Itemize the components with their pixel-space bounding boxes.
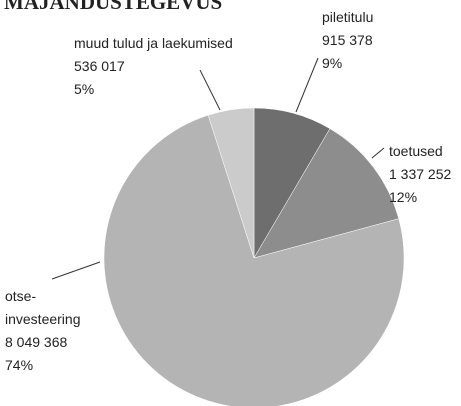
chart-title: MAJANDUSTEGEVUS (4, 0, 222, 14)
percent-label: 5% (74, 81, 94, 97)
leader-line (295, 57, 319, 113)
percent-label: 12% (389, 189, 417, 205)
leader-line (371, 147, 385, 159)
pie-slice (253, 128, 400, 259)
value-label: 8 049 368 (5, 334, 67, 350)
value-label: 1 337 252 (389, 166, 451, 182)
percent-label: 9% (322, 55, 342, 71)
percent-label: 74% (5, 357, 33, 373)
pie-slice (103, 114, 405, 406)
slice-label: otse-investeering (5, 288, 81, 327)
value-label: 915 378 (322, 32, 373, 48)
leader-line (51, 261, 101, 280)
slice-label: piletitulu (322, 9, 373, 25)
pie-slice (207, 107, 255, 259)
value-label: 536 017 (74, 58, 125, 74)
leader-line (199, 69, 221, 111)
slice-label: toetused (389, 143, 443, 159)
slice-label: muud tulud ja laekumised (74, 35, 233, 51)
